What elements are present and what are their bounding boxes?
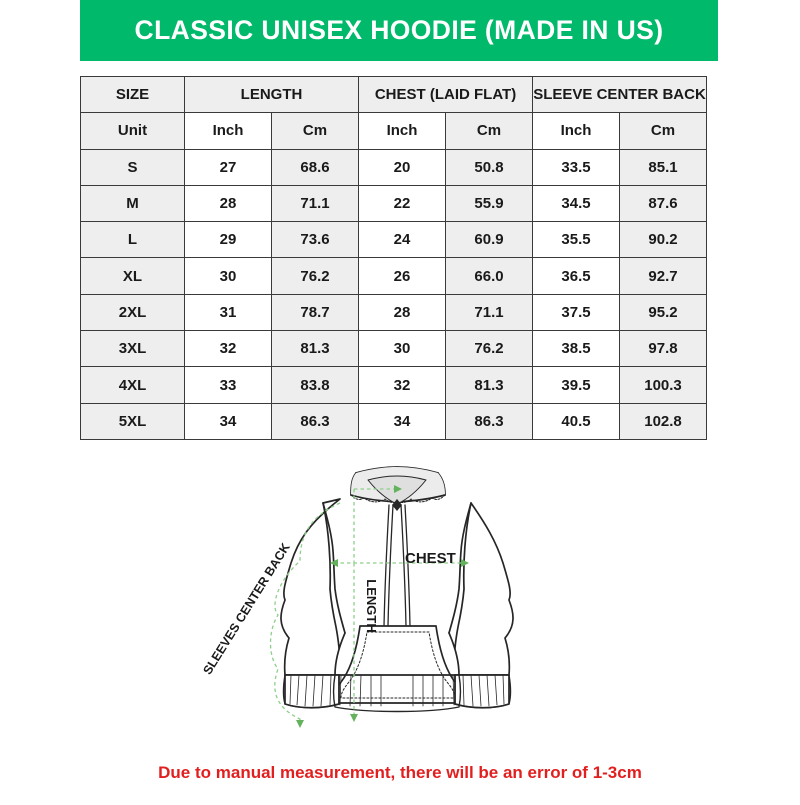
svg-text:SLEEVES CENTER BACK: SLEEVES CENTER BACK — [200, 541, 292, 677]
svg-text:CHEST: CHEST — [405, 550, 456, 567]
svg-text:LENGTH: LENGTH — [364, 579, 379, 632]
